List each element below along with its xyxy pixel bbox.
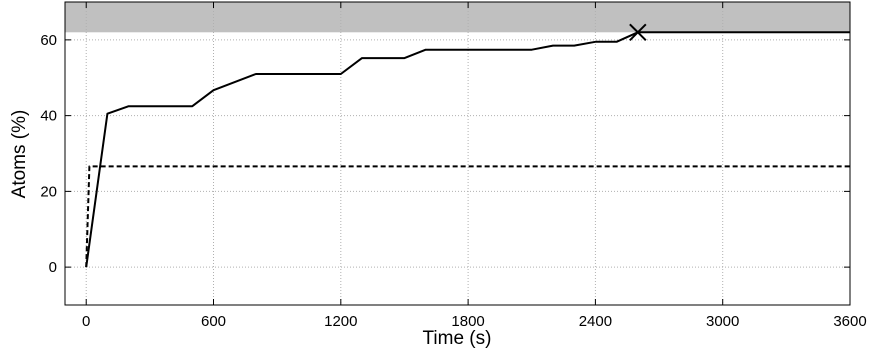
solid-series-line bbox=[85, 31, 850, 268]
x-tick-label: 2400 bbox=[579, 313, 612, 330]
x-tick-label: 1800 bbox=[451, 313, 484, 330]
dashed-series-line bbox=[85, 165, 850, 268]
plot-background bbox=[65, 2, 850, 305]
x-tick-label: 1200 bbox=[324, 313, 357, 330]
series-layer bbox=[85, 31, 850, 268]
y-tick-labels: 0 20 40 60 bbox=[40, 32, 57, 276]
annotation-layer bbox=[629, 23, 647, 42]
x-tick-label: 3600 bbox=[833, 313, 866, 330]
plot-frame bbox=[64, 1, 851, 306]
plot-area bbox=[64, 1, 851, 306]
x-marker bbox=[629, 23, 647, 42]
x-tick-label: 600 bbox=[201, 313, 226, 330]
shaded-region bbox=[65, 2, 850, 33]
y-tick-label: 60 bbox=[40, 32, 57, 49]
y-tick-label: 40 bbox=[40, 108, 57, 125]
x-tick-label: 3000 bbox=[706, 313, 739, 330]
x-tick-labels: 0 600 1200 1800 2400 3000 3600 bbox=[82, 313, 867, 330]
y-axis-title: Atoms (%) bbox=[9, 110, 30, 199]
x-tick-label: 0 bbox=[82, 313, 90, 330]
x-axis-title: Time (s) bbox=[423, 328, 492, 349]
y-tick-label: 0 bbox=[49, 259, 57, 276]
y-tick-label: 20 bbox=[40, 183, 57, 200]
tick-marks bbox=[65, 2, 851, 305]
